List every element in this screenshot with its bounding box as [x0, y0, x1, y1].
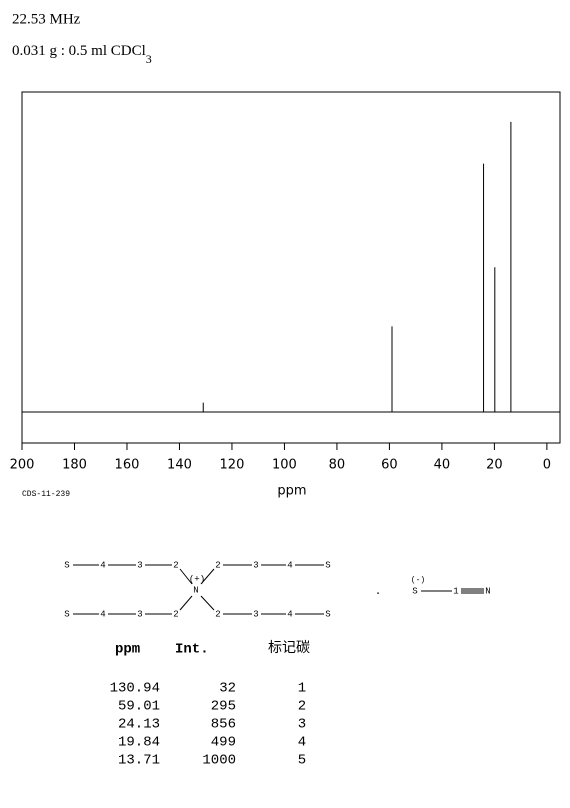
atom-label: N [485, 586, 490, 596]
structure [73, 564, 484, 615]
table-label: 2 [298, 699, 306, 715]
table-int: 499 [211, 735, 236, 751]
atom-label: 2 [173, 609, 178, 619]
atom-label: 3 [253, 609, 258, 619]
table-ppm: 59.01 [118, 699, 160, 715]
bond [179, 595, 193, 611]
bond [200, 568, 215, 585]
atom-label: 3 [137, 609, 142, 619]
atom-label: 3 [137, 560, 142, 570]
atom-label: S [64, 609, 69, 619]
x-tick-label: 180 [62, 458, 87, 473]
code: CDS-11-239 [22, 490, 70, 499]
table-int: 295 [211, 699, 236, 715]
atom-label: 3 [253, 560, 258, 570]
table-label: 4 [298, 735, 306, 751]
charge-label: (-) [411, 576, 425, 585]
x-tick-label: 120 [220, 458, 245, 473]
table-ppm: 24.13 [118, 717, 160, 733]
table-header: 标记碳 [268, 640, 310, 656]
atom-label: 4 [287, 560, 292, 570]
table-label: 1 [298, 681, 306, 697]
table-ppm: 13.71 [118, 753, 160, 769]
table-ppm: 19.84 [118, 735, 160, 751]
atom-label: 2 [215, 560, 220, 570]
x-tick-label: 160 [115, 458, 140, 473]
frequency: 22.53 MHz [12, 11, 81, 27]
atom-label: 4 [287, 609, 292, 619]
table-int: 856 [211, 717, 236, 733]
charge-label: (+) [189, 574, 205, 584]
x-tick-label: 60 [381, 458, 398, 473]
atom-label: 1 [453, 586, 458, 596]
bond [179, 568, 193, 585]
sample-text: 0.031 g : 0.5 ml CDCl [12, 43, 146, 59]
table-header: Int. [175, 642, 209, 658]
x-tick-label: 40 [434, 458, 451, 473]
atom-label: S [412, 586, 417, 596]
x-tick-label: 140 [167, 458, 192, 473]
plot-frame [21, 91, 561, 444]
bond [200, 595, 215, 611]
table-int: 1000 [202, 753, 236, 769]
atom-label: N [193, 585, 198, 595]
atom-label: 2 [215, 609, 220, 619]
x-tick-label: 0 [543, 458, 551, 473]
atom-label: S [325, 609, 330, 619]
table-header: ppm [115, 642, 140, 658]
atom-label: S [325, 560, 330, 570]
sample: 0.031 g : 0.5 ml CDCl3 [12, 43, 152, 65]
x-tick-label: 100 [272, 458, 297, 473]
x-tick-label: 200 [10, 458, 35, 473]
x-tick-label: 80 [329, 458, 346, 473]
atom-label: 4 [100, 560, 105, 570]
atom-label: S [64, 560, 69, 570]
atom-label: 4 [100, 609, 105, 619]
table-ppm: 130.94 [110, 681, 160, 697]
x-tick-label: 20 [486, 458, 503, 473]
sample-subscript: 3 [146, 52, 152, 66]
atom-label: 2 [173, 560, 178, 570]
table-label: 3 [298, 717, 306, 733]
separator: . [375, 586, 382, 598]
x-axis-label: ppm [277, 484, 306, 499]
table-label: 5 [298, 753, 306, 769]
table-int: 32 [219, 681, 236, 697]
